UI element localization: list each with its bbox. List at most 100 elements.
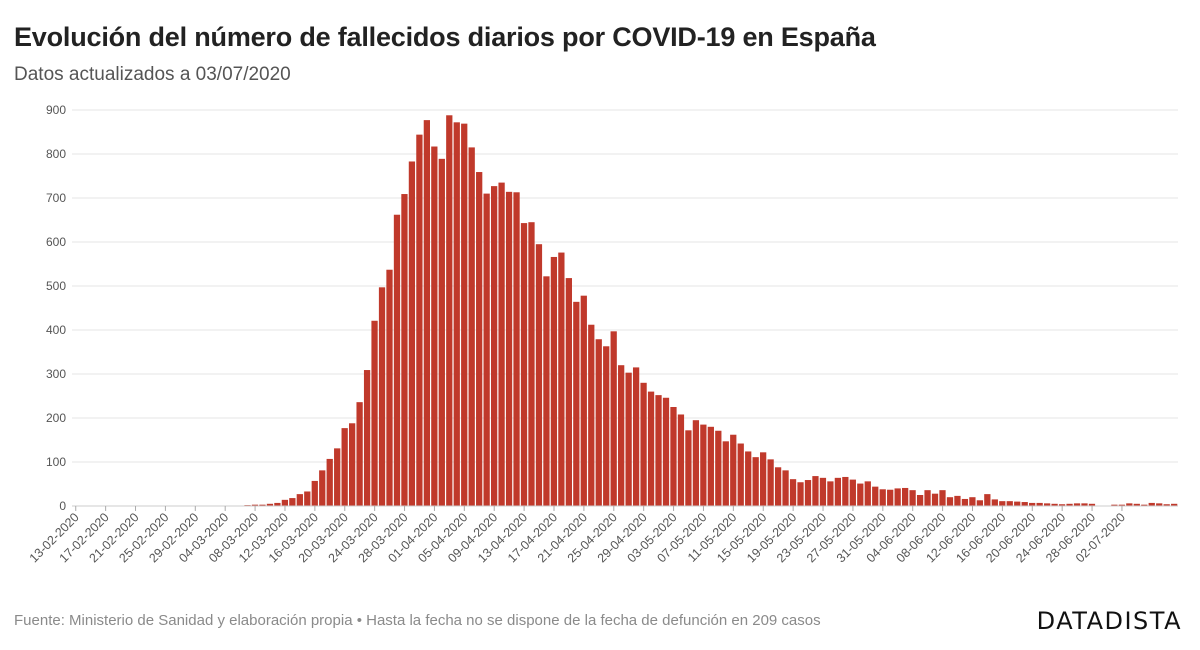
y-tick-label: 500 [46,279,66,293]
bar [969,497,976,506]
bar [371,320,378,506]
bar [1066,503,1073,506]
y-tick-label: 700 [46,191,66,205]
bar [1058,504,1066,506]
bar [1088,503,1096,506]
bar [999,501,1006,506]
bar [1148,502,1155,506]
y-tick-label: 100 [46,455,66,469]
bar [468,147,475,506]
bar [438,158,445,506]
bar [319,470,326,506]
bar [760,452,767,506]
bar [902,487,909,506]
bar [483,193,490,506]
bar [1043,503,1051,506]
bar [677,414,685,506]
bar [685,430,692,506]
bar [356,402,363,506]
bar [610,331,617,506]
bar [722,441,729,506]
bar [304,491,311,506]
y-tick-label: 400 [46,323,66,337]
bar [363,370,371,506]
y-tick-label: 300 [46,367,66,381]
bar [393,214,401,506]
bar [782,470,789,506]
bar [408,161,416,507]
bar [872,486,879,506]
y-tick-label: 0 [59,499,66,513]
bar [1081,503,1088,506]
bar [595,339,602,506]
bar [1029,502,1036,506]
bar [498,182,505,506]
chart-title: Evolución del número de fallecidos diari… [14,22,876,52]
bar [797,482,804,506]
bar [1006,501,1013,506]
bar [752,457,759,506]
bar [431,146,438,506]
bar [1156,503,1163,506]
bar [296,494,303,506]
y-tick-label: 800 [46,147,66,161]
bar [565,278,572,506]
bar [745,451,752,506]
bar [991,499,998,506]
bar [961,498,969,506]
y-axis-ticks: 0 100 200 300 400 500 600 700 800 900 [46,103,66,513]
bar [341,428,348,506]
bar [1111,504,1118,506]
bar [976,500,983,506]
bar [266,503,274,506]
y-tick-label: 200 [46,411,66,425]
bar [827,481,834,506]
bar [1021,502,1028,506]
bar [461,123,468,506]
bar [670,407,677,506]
bar [737,443,744,506]
bars [72,115,1178,507]
bar [490,186,498,506]
bar [1141,504,1148,506]
bar [1126,503,1133,506]
bar [505,191,513,506]
bar [513,192,520,506]
bar [700,424,707,506]
bar [1073,503,1081,506]
bar [939,490,946,506]
bar [812,476,819,506]
bar [453,122,460,506]
bar [834,477,842,506]
bar [857,483,864,506]
bar [423,120,430,507]
bar [715,430,722,506]
bar [625,372,632,506]
gridlines [72,109,1178,507]
bar [520,223,528,506]
bar [259,504,266,506]
bar [588,324,595,506]
x-axis-ticks: 13-02-202017-02-202021-02-202025-02-2020… [27,506,1128,565]
y-tick-label: 600 [46,235,66,249]
bar [662,397,670,506]
bar [1163,504,1170,506]
bar [378,287,386,506]
bar [655,395,662,506]
bar [789,479,797,506]
bar [909,490,916,506]
bar [274,502,281,506]
bar [894,488,901,506]
bar [640,382,647,506]
bar [416,134,423,506]
chart-subtitle: Datos actualizados a 03/07/2020 [14,64,291,85]
bar [1118,504,1125,506]
bar [311,480,318,506]
bar [849,479,856,506]
bar [476,172,483,507]
bar [1036,502,1043,506]
bar [289,498,296,506]
bar [730,434,737,506]
bar [879,489,886,506]
